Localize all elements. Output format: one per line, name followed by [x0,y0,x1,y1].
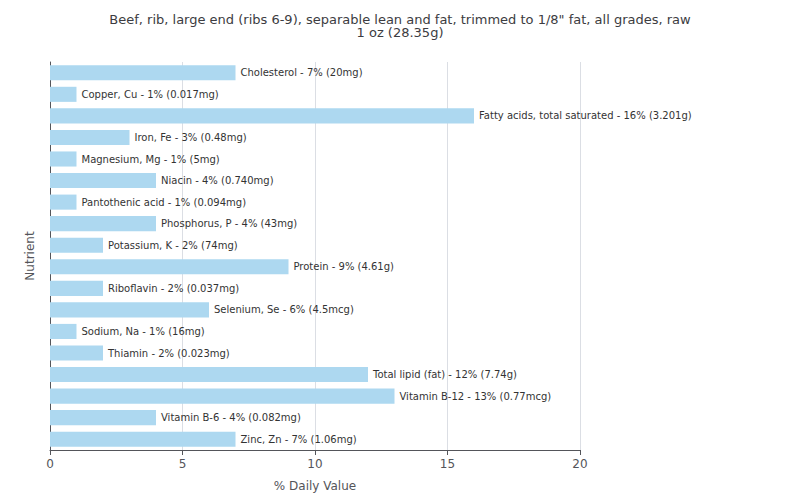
svg-text:Magnesium, Mg - 1% (5mg): Magnesium, Mg - 1% (5mg) [82,154,220,165]
svg-text:% Daily Value: % Daily Value [274,479,356,493]
svg-text:10: 10 [307,457,322,471]
svg-text:5: 5 [179,457,187,471]
svg-text:1 oz (28.35g): 1 oz (28.35g) [357,25,444,40]
svg-text:Beef, rib, large end (ribs 6-9: Beef, rib, large end (ribs 6-9), separab… [109,12,691,27]
svg-text:Selenium, Se - 6% (4.5mcg): Selenium, Se - 6% (4.5mcg) [214,304,354,315]
svg-text:Vitamin B-12 - 13% (0.77mcg): Vitamin B-12 - 13% (0.77mcg) [400,391,552,402]
svg-text:Fatty acids, total saturated -: Fatty acids, total saturated - 16% (3.20… [479,110,692,121]
svg-text:Protein - 9% (4.61g): Protein - 9% (4.61g) [294,261,395,272]
svg-text:Copper, Cu - 1% (0.017mg): Copper, Cu - 1% (0.017mg) [82,89,219,100]
svg-text:0: 0 [46,457,54,471]
svg-text:Sodium, Na - 1% (16mg): Sodium, Na - 1% (16mg) [82,326,205,337]
svg-text:Niacin - 4% (0.740mg): Niacin - 4% (0.740mg) [161,175,274,186]
svg-text:Cholesterol - 7% (20mg): Cholesterol - 7% (20mg) [241,67,363,78]
svg-text:15: 15 [440,457,455,471]
svg-text:Phosphorus, P - 4% (43mg): Phosphorus, P - 4% (43mg) [161,218,297,229]
svg-text:Thiamin - 2% (0.023mg): Thiamin - 2% (0.023mg) [107,348,230,359]
svg-text:Vitamin B-6 - 4% (0.082mg): Vitamin B-6 - 4% (0.082mg) [161,412,301,423]
svg-text:Iron, Fe - 3% (0.48mg): Iron, Fe - 3% (0.48mg) [135,132,247,143]
svg-text:Nutrient: Nutrient [23,231,37,281]
svg-text:20: 20 [572,457,587,471]
svg-text:Riboflavin - 2% (0.037mg): Riboflavin - 2% (0.037mg) [108,283,239,294]
svg-text:Potassium, K - 2% (74mg): Potassium, K - 2% (74mg) [108,240,238,251]
svg-text:Zinc, Zn - 7% (1.06mg): Zinc, Zn - 7% (1.06mg) [241,434,357,445]
svg-text:Total lipid (fat) - 12% (7.74g: Total lipid (fat) - 12% (7.74g) [372,369,517,380]
svg-text:Pantothenic acid - 1% (0.094mg: Pantothenic acid - 1% (0.094mg) [82,197,247,208]
